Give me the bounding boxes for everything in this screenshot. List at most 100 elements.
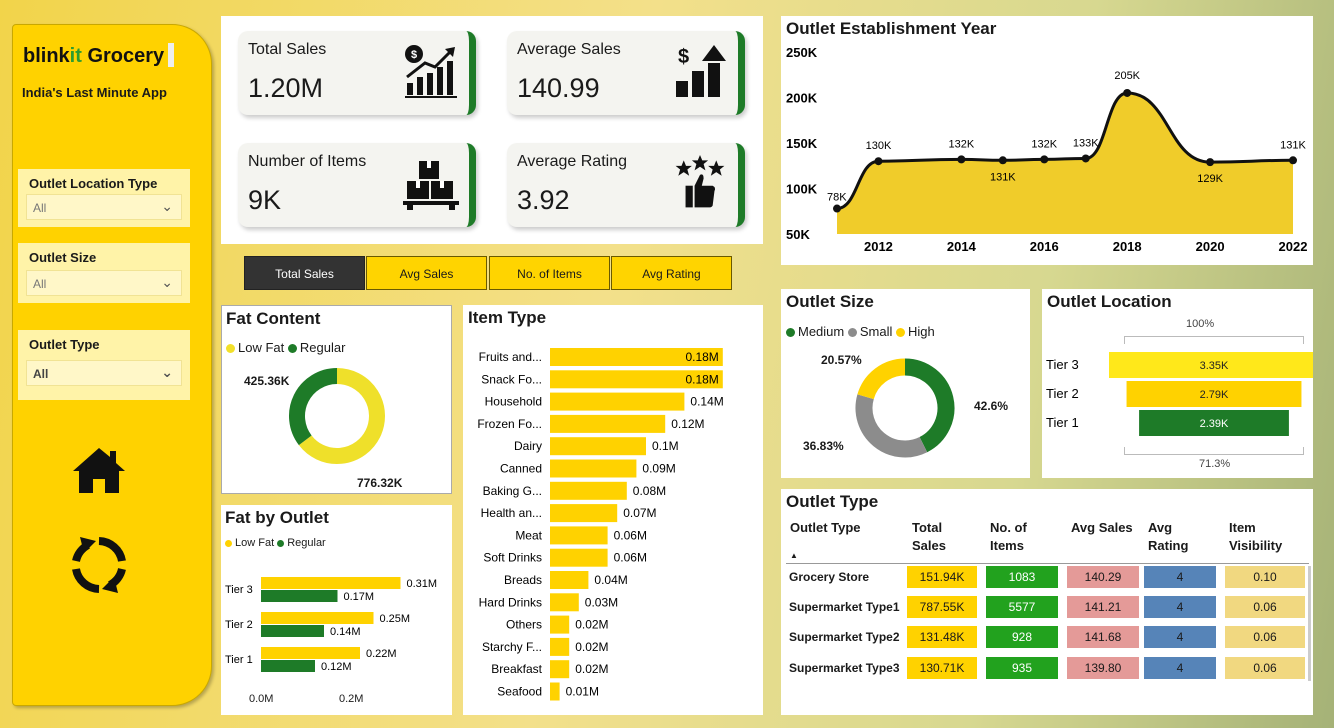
card-title: Outlet Type [786,492,879,511]
data-label: 131K [1280,139,1306,151]
data-label: 0.12M [671,417,704,431]
card-title: Outlet Size [786,292,874,311]
table-row: Supermarket Type1 787.55K 5577 141.21 4 … [781,596,1313,620]
data-point [833,204,841,213]
item-type-card[interactable]: Item Type Fruits and... 0.18M Snack Fo... 0… [463,305,763,715]
data-label: 132K [949,138,975,150]
category-label: Soft Drinks [483,551,542,565]
category-label: Breakfast [491,662,542,676]
item-type-bar [550,481,627,500]
outlet-size-dropdown[interactable]: All ⌄ [26,270,182,296]
low-fat-slice [298,368,385,464]
slicer-title: Outlet Type [29,337,100,352]
boxes-icon [403,161,459,210]
refresh-icon[interactable] [68,533,130,597]
low-fat-bar [261,577,401,589]
item-type-bar [550,504,618,523]
cell-item-visibility: 0.10 [1225,566,1305,588]
dollar-bars-icon: $ [676,45,726,97]
chevron-down-icon: ⌄ [161,198,173,214]
low-fat-data-label: 776.32K [357,476,403,490]
cell-total-sales: 131.48K [907,626,977,648]
data-point [957,155,966,164]
data-label: 0.18M [685,350,718,364]
data-label: 0.02M [575,640,608,654]
cell-avg-rating: 4 [1144,657,1216,679]
card-title: Fat Content [226,309,321,328]
column-header-avg-sales[interactable]: Avg Sales [1071,520,1133,535]
cell-avg-sales: 140.29 [1067,566,1139,588]
column-header-item-visibility[interactable]: Item Visibility [1229,520,1283,553]
category-label: Tier 1 [225,654,253,666]
no-of-items-button[interactable]: No. of Items [489,256,610,290]
column-header-total-sales[interactable]: Total Sales [912,520,946,553]
category-label: Household [485,395,542,409]
outlet-size-slicer: Outlet Size All ⌄ [18,243,190,303]
tagline: India's Last Minute App [22,85,167,100]
item-type-bar [550,571,589,589]
small-data-label: 36.83% [803,439,844,453]
regular-bar [261,625,324,637]
data-label: 0.17M [344,591,375,603]
category-label: Frozen Fo... [477,417,542,431]
data-label: 0.03M [585,595,618,609]
establishment-card[interactable]: Outlet Establishment Year 50K 100K 150K 200… [781,16,1313,265]
x-tick-label: 0.2M [339,693,364,705]
data-point [1206,158,1215,167]
kpi-label: Average Sales [517,41,621,58]
data-label: 0.25M [380,613,411,625]
slicer-title: Outlet Size [29,250,97,265]
sort-arrow-icon[interactable]: ▲ [790,551,798,560]
column-header-avg-rating[interactable]: Avg Rating [1148,520,1189,553]
cell-avg-rating: 4 [1144,566,1216,588]
legend-marker [226,344,235,354]
outlet-type-dropdown[interactable]: All ⌄ [26,360,182,386]
cell-total-sales: 787.55K [907,596,977,618]
data-label: 0.01M [566,685,599,699]
table-scrollbar[interactable] [1308,566,1311,681]
data-label: 0.02M [575,662,608,676]
avg-sales-button[interactable]: Avg Sales [366,256,487,290]
data-label: 205K [1114,70,1140,82]
card-title: Outlet Location [1047,292,1172,311]
outlet-type-card: Outlet Type Outlet Type ▲ Total Sales No… [781,489,1313,715]
funnel-top-bracket [1124,336,1304,344]
cell-no-of-items: 1083 [986,566,1058,588]
x-tick-label: 2016 [1030,239,1059,254]
y-tick-label: 100K [786,182,818,197]
data-label: 131K [990,171,1016,183]
category-label: Snack Fo... [481,372,542,386]
item-type-bar [550,637,570,656]
home-icon[interactable] [70,445,128,495]
funnel-bottom-percent: 71.3% [1199,458,1231,470]
cell-avg-sales: 141.21 [1067,596,1139,618]
regular-bar [261,660,315,672]
medium-slice [904,358,955,453]
column-header-no-of-items[interactable]: No. of Items [990,520,1027,553]
data-label: 78K [827,192,847,204]
x-tick-label: 0.0M [249,693,274,705]
svg-text:$: $ [678,46,689,68]
establishment-area-chart: 50K 100K 150K 200K 250K 2012 2014 2016 2018 2020 2… [786,45,1307,254]
fat-by-outlet-card[interactable]: Fat by Outlet Low Fat Regular Tier 3 0.31… [221,505,452,715]
total-sales-button[interactable]: Total Sales [244,256,365,290]
avg-rating-button[interactable]: Avg Rating [611,256,732,290]
funnel-bar [1126,381,1302,407]
data-label: 0.02M [575,618,608,632]
item-type-bar [550,437,646,456]
trend-line [836,91,1294,211]
outlet-size-card[interactable]: Outlet Size Medium Small High 42.6% 36.8… [781,289,1030,478]
column-header-outlet-type[interactable]: Outlet Type [790,520,861,535]
outlet-location-dropdown[interactable]: All ⌄ [26,194,182,220]
y-tick-label: 150K [786,136,818,151]
fat-content-card[interactable]: Fat Content Low Fat Regular 425.36K 776.… [221,305,452,494]
low-fat-bar [261,647,360,659]
outlet-location-card[interactable]: Outlet Location 100% 71.3% Tier 3 3.35K Ti… [1042,289,1313,478]
outlet-type-slicer: Outlet Type All ⌄ [18,330,190,400]
cell-outlet-type: Supermarket Type3 [789,661,900,675]
category-label: Tier 2 [225,619,253,631]
data-label: 0.14M [690,395,723,409]
data-label: 130K [866,140,892,152]
category-label: Baking G... [483,484,542,498]
category-label: Others [506,618,542,632]
